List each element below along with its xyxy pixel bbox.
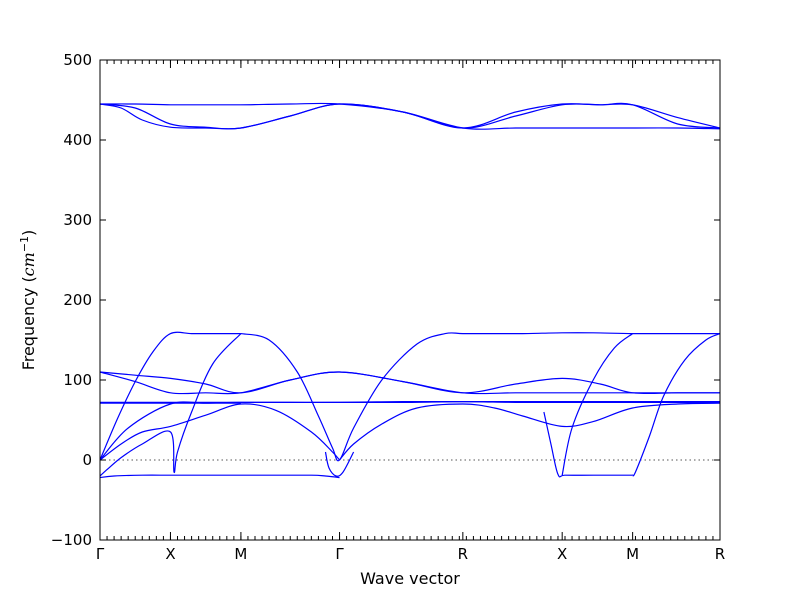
band-line-10 bbox=[99, 403, 340, 461]
y-axis-label: Frequency (cm−1) bbox=[18, 230, 38, 371]
y-tick-label: 400 bbox=[63, 131, 92, 149]
x-tick-label: Γ bbox=[335, 545, 344, 563]
y-axis-label-suffix: ) bbox=[19, 230, 38, 236]
x-tick-label: M bbox=[626, 545, 639, 563]
band-line-17 bbox=[632, 333, 721, 477]
band-line-8 bbox=[99, 331, 241, 461]
band-line-12 bbox=[339, 402, 721, 461]
x-tick-label: R bbox=[458, 545, 468, 563]
plot-frame bbox=[99, 59, 721, 541]
y-tick-label: 300 bbox=[63, 211, 92, 229]
band-line-11 bbox=[99, 401, 241, 461]
band-line-14 bbox=[99, 474, 340, 479]
y-tick-label: 0 bbox=[82, 451, 92, 469]
y-tick-label: −100 bbox=[51, 531, 92, 549]
y-axis-label-unit: cm bbox=[19, 252, 38, 276]
x-tick-label: M bbox=[234, 545, 247, 563]
x-tick-label: X bbox=[165, 545, 175, 563]
plot-area bbox=[99, 102, 721, 479]
band-line-5 bbox=[99, 371, 720, 395]
y-tick-label: 100 bbox=[63, 371, 92, 389]
band-line-9 bbox=[240, 332, 720, 462]
band-line-13 bbox=[99, 333, 242, 477]
x-tick-label: R bbox=[715, 545, 725, 563]
x-axis-label: Wave vector bbox=[360, 569, 460, 588]
band-line-7 bbox=[99, 400, 720, 404]
x-tick-label: Γ bbox=[96, 545, 105, 563]
x-tick-label: X bbox=[557, 545, 567, 563]
y-axis-label-exponent: −1 bbox=[18, 236, 31, 252]
y-axis-label-prefix: Frequency ( bbox=[19, 276, 38, 370]
y-tick-label: 200 bbox=[63, 291, 92, 309]
band-line-18 bbox=[561, 333, 633, 476]
axis-ticks: −100 0 100 200 300 400 500 Γ X M Γ R X M R bbox=[51, 51, 725, 563]
band-line-3 bbox=[99, 102, 721, 130]
band-line-16 bbox=[543, 411, 633, 478]
y-tick-label: 500 bbox=[63, 51, 92, 69]
band-line-15 bbox=[324, 451, 355, 477]
